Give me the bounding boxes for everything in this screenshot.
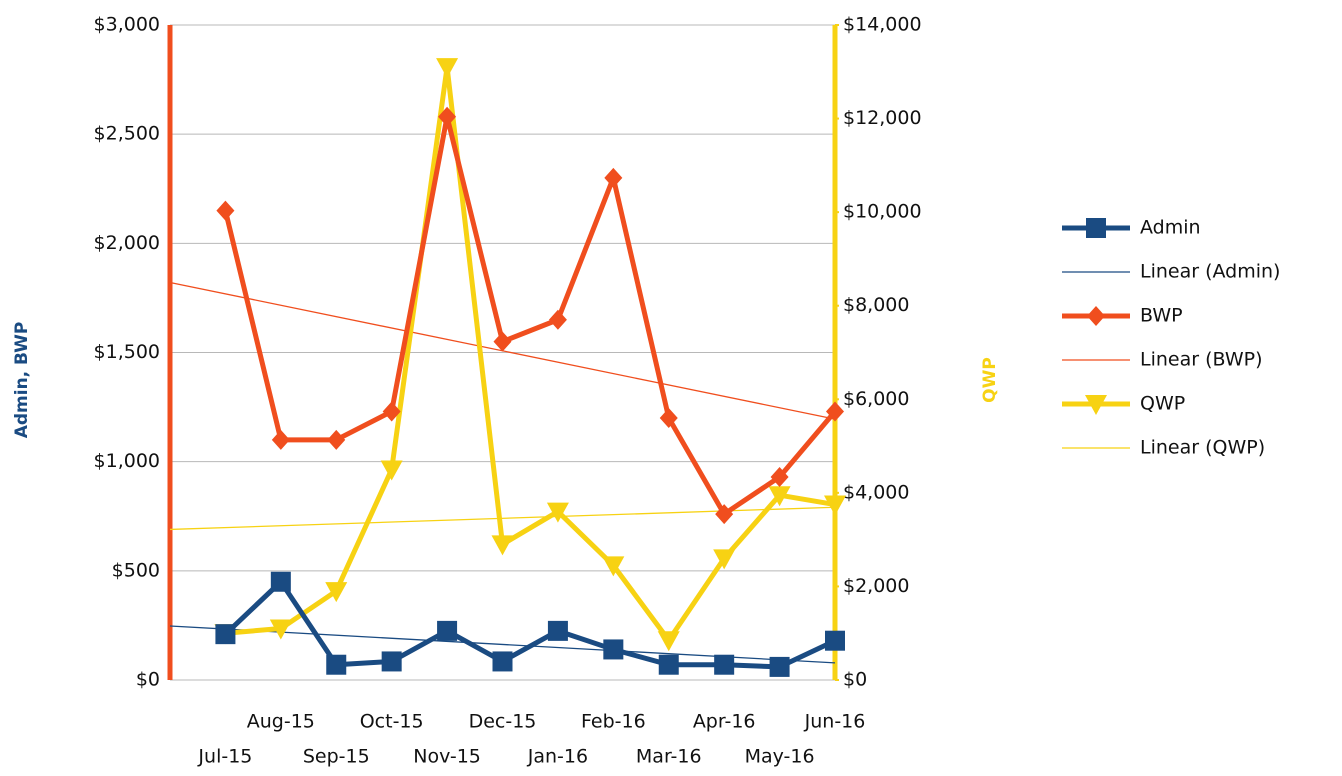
marker — [658, 654, 679, 675]
marker — [604, 167, 623, 188]
x-tick-label: Oct-15 — [360, 711, 424, 733]
series-line — [222, 114, 837, 517]
series-line — [223, 579, 837, 670]
legend-label: QWP — [1140, 393, 1185, 415]
marker — [216, 200, 235, 221]
legend-label: Admin — [1140, 217, 1201, 239]
y2-tick-label: $0 — [843, 669, 867, 691]
y2-tick-label: $14,000 — [843, 14, 922, 36]
x-tick-label: Aug-15 — [247, 711, 315, 733]
x-tick-label: Dec-15 — [469, 711, 537, 733]
marker — [493, 331, 512, 352]
marker — [381, 651, 402, 672]
marker — [1087, 306, 1105, 326]
marker — [547, 620, 568, 641]
marker — [714, 654, 735, 675]
x-tick-label: May-16 — [745, 746, 815, 768]
y-tick-label: $500 — [112, 559, 160, 581]
marker — [380, 460, 403, 481]
marker — [715, 504, 734, 525]
marker — [546, 502, 569, 523]
marker — [602, 556, 625, 577]
marker — [327, 429, 346, 450]
y2-tick-label: $8,000 — [843, 294, 909, 316]
marker — [603, 639, 624, 660]
x-tick-label: Jul-15 — [197, 746, 252, 768]
x-tick-label: Jan-16 — [527, 746, 588, 768]
marker — [1085, 395, 1107, 415]
marker — [825, 630, 845, 651]
marker — [824, 495, 846, 516]
marker — [438, 106, 457, 127]
marker — [436, 58, 459, 79]
marker — [548, 309, 567, 330]
marker — [271, 429, 290, 450]
marker — [1086, 218, 1106, 238]
marker — [491, 535, 514, 556]
x-tick-label: Nov-15 — [413, 746, 481, 768]
marker — [768, 486, 791, 507]
marker — [382, 401, 401, 422]
legend-label: BWP — [1140, 305, 1183, 327]
y-axis-title: Admin, BWP — [12, 322, 32, 439]
y2-tick-label: $12,000 — [843, 107, 922, 129]
x-tick-label: Feb-16 — [581, 711, 646, 733]
y-tick-label: $3,000 — [94, 14, 160, 36]
marker — [270, 571, 291, 592]
y-tick-label: $1,500 — [94, 341, 160, 363]
x-tick-label: Jun-16 — [804, 711, 866, 733]
marker — [826, 401, 844, 422]
marker — [659, 408, 678, 428]
x-tick-label: Apr-16 — [693, 711, 756, 733]
marker — [437, 620, 458, 641]
y2-tick-label: $4,000 — [843, 481, 909, 503]
marker — [325, 582, 348, 603]
y-tick-label: $2,500 — [94, 123, 160, 145]
marker — [713, 549, 736, 570]
y2-tick-label: $2,000 — [843, 575, 909, 597]
marker — [657, 631, 680, 652]
marker — [326, 654, 347, 675]
marker — [215, 624, 236, 645]
marker — [769, 656, 790, 677]
series-line — [225, 64, 836, 643]
legend-label: Linear (Admin) — [1140, 261, 1280, 283]
legend-label: Linear (QWP) — [1140, 437, 1265, 459]
y2-tick-label: $6,000 — [843, 388, 909, 410]
legend-label: Linear (BWP) — [1140, 349, 1263, 371]
y2-tick-label: $10,000 — [843, 201, 922, 223]
y2-axis-title: QWP — [980, 357, 1000, 403]
marker — [492, 651, 513, 672]
marker — [269, 619, 292, 640]
x-tick-label: Sep-15 — [303, 746, 370, 768]
x-tick-label: Mar-16 — [636, 746, 702, 768]
y-tick-label: $0 — [136, 669, 160, 691]
y-tick-label: $1,000 — [94, 450, 160, 472]
marker — [770, 466, 789, 487]
y-tick-label: $2,000 — [94, 232, 160, 254]
